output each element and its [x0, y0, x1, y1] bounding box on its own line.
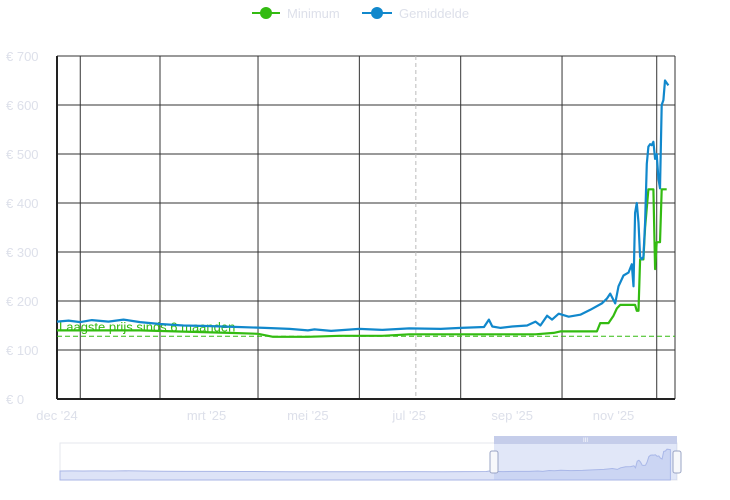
plot-area[interactable]: € 0 € 100 € 200 € 300 € 400 € 500 € 600 € 700 de…	[6, 49, 676, 423]
y-tick-label: € 300	[6, 245, 39, 260]
legend-label-average: Gemiddelde	[399, 6, 469, 21]
legend-item-average[interactable]: Gemiddelde	[362, 6, 469, 21]
x-tick-label: nov '25	[593, 408, 635, 423]
x-tick-label: dec '24	[36, 408, 78, 423]
y-tick-label: € 600	[6, 98, 39, 113]
legend-marker-average	[371, 7, 383, 19]
x-tick-label: mei '25	[287, 408, 329, 423]
legend-marker-minimum	[260, 7, 272, 19]
series-line-average[interactable]	[56, 79, 670, 332]
y-tick-label: € 200	[6, 294, 39, 309]
x-tick-label: sep '25	[491, 408, 533, 423]
series-line-minimum[interactable]	[57, 188, 667, 338]
y-tick-label: € 400	[6, 196, 39, 211]
legend-item-minimum[interactable]: Minimum	[252, 6, 340, 21]
y-tick-label: € 700	[6, 49, 39, 64]
x-tick-label: mrt '25	[187, 408, 226, 423]
legend: Minimum Gemiddelde	[252, 6, 469, 21]
y-tick-label: € 500	[6, 147, 39, 162]
legend-label-minimum: Minimum	[287, 6, 340, 21]
navigator-series-area	[59, 448, 671, 481]
navigator-scrollbar[interactable]	[494, 436, 677, 444]
y-tick-label: € 100	[6, 343, 39, 358]
x-tick-label: jul '25	[391, 408, 426, 423]
range-navigator[interactable]: III	[59, 436, 682, 481]
navigator-handle-left[interactable]	[489, 450, 499, 474]
y-tick-label: € 0	[6, 392, 24, 407]
navigator-scrollbar-grip: III	[583, 438, 588, 444]
navigator-handle-right[interactable]	[672, 450, 682, 474]
